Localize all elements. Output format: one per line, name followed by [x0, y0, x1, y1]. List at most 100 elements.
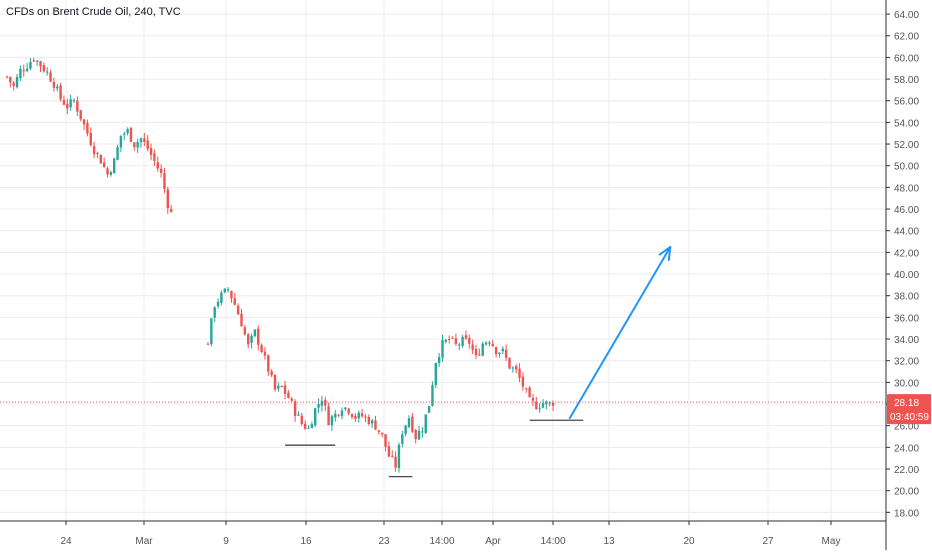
candle-body [143, 138, 146, 142]
candle-body [508, 357, 511, 369]
candle-body [407, 418, 411, 427]
candle-body [320, 400, 324, 406]
candle-body [19, 68, 22, 79]
y-tick-label: 22.00 [894, 465, 919, 476]
candle-body [76, 100, 79, 112]
candle-body [504, 349, 508, 358]
x-tick-label: 16 [300, 536, 312, 547]
candle-body [518, 368, 521, 378]
y-tick-label: 42.00 [894, 248, 919, 259]
candle-body [461, 336, 464, 347]
candle-body [216, 301, 220, 307]
candle-body [62, 100, 66, 105]
candle-body [12, 82, 15, 86]
price-badge-value: 28.18 [894, 398, 919, 409]
candle-body [387, 446, 391, 457]
candle-body [454, 338, 458, 344]
candle-body [317, 404, 320, 408]
y-tick-label: 54.00 [894, 118, 919, 129]
candle-body [5, 76, 9, 78]
candle-body [206, 343, 210, 345]
candle-body [253, 329, 257, 337]
y-tick-label: 46.00 [894, 205, 919, 216]
candle-body [374, 420, 377, 430]
candle-body [42, 65, 46, 72]
candle-body [86, 123, 89, 134]
candle-body [528, 387, 531, 398]
candle-body [464, 335, 468, 339]
x-tick-label: 20 [683, 536, 695, 547]
candle-body [424, 414, 427, 434]
symbol-title[interactable]: CFDs on Brent Crude Oil, 240, TVC [6, 6, 181, 18]
candle-body [303, 423, 307, 429]
candle-body [89, 132, 92, 146]
candle-body [136, 141, 139, 148]
candle-body [283, 385, 287, 394]
candle-body [79, 110, 82, 120]
candle-body [431, 385, 434, 406]
candle-body [327, 406, 330, 425]
candle-body [297, 414, 300, 416]
candle-body [163, 173, 166, 189]
candle-body [123, 133, 126, 135]
candle-body [535, 401, 538, 410]
candle-body [169, 209, 173, 212]
candle-body [96, 152, 99, 154]
candle-body [531, 397, 535, 401]
candle-body [381, 432, 384, 435]
candle-body [414, 430, 417, 440]
x-tick-label: Apr [485, 536, 501, 547]
y-tick-label: 24.00 [894, 443, 919, 454]
candlestick-series [5, 57, 555, 473]
candle-body [139, 138, 143, 143]
candle-body [129, 127, 133, 142]
arrow-shaft[interactable] [568, 245, 672, 420]
candle-body [220, 292, 223, 303]
candle-body [99, 154, 102, 164]
candle-body [515, 366, 518, 370]
candle-body [72, 100, 76, 102]
candle-body [257, 328, 260, 345]
candle-body [263, 351, 267, 356]
trend-arrow[interactable] [568, 245, 672, 420]
candle-body [116, 147, 119, 160]
candle-body [427, 406, 431, 413]
candle-body [391, 455, 394, 457]
candle-body [370, 420, 374, 424]
candle-body [468, 337, 471, 344]
annotation-lines [285, 419, 584, 478]
candle-body [421, 431, 424, 433]
candle-body [384, 434, 387, 447]
candle-body [287, 392, 290, 399]
candle-body [498, 352, 501, 355]
y-tick-label: 40.00 [894, 270, 919, 281]
price-axis[interactable]: 18.0020.0022.0024.0026.0028.0030.0032.00… [885, 0, 919, 550]
candle-body [310, 424, 314, 429]
candle-body [404, 425, 407, 434]
candle-body [102, 162, 106, 167]
y-tick-label: 60.00 [894, 53, 919, 64]
candle-body [240, 313, 243, 327]
candle-body [334, 413, 337, 418]
candle-body [113, 158, 116, 174]
x-tick-label: 23 [378, 536, 390, 547]
candle-body [324, 399, 327, 406]
x-tick-label: 9 [223, 536, 229, 547]
candle-body [243, 327, 247, 335]
candle-body [69, 99, 72, 108]
y-tick-label: 38.00 [894, 292, 919, 303]
candle-body [360, 413, 364, 417]
candle-body [270, 371, 273, 376]
candle-body [474, 349, 478, 356]
candle-body [340, 410, 344, 417]
time-axis[interactable]: 24 Mar 9 16 23 14:00 Apr 14:00 13 20 27 May [0, 520, 886, 547]
candle-body [166, 189, 169, 209]
candle-body [210, 318, 213, 345]
candle-body [273, 374, 277, 390]
y-tick-label: 50.00 [894, 162, 919, 173]
candle-body [344, 407, 347, 410]
x-tick-label: 13 [603, 536, 615, 547]
candle-body [133, 142, 136, 148]
arrow-head[interactable] [658, 245, 672, 261]
